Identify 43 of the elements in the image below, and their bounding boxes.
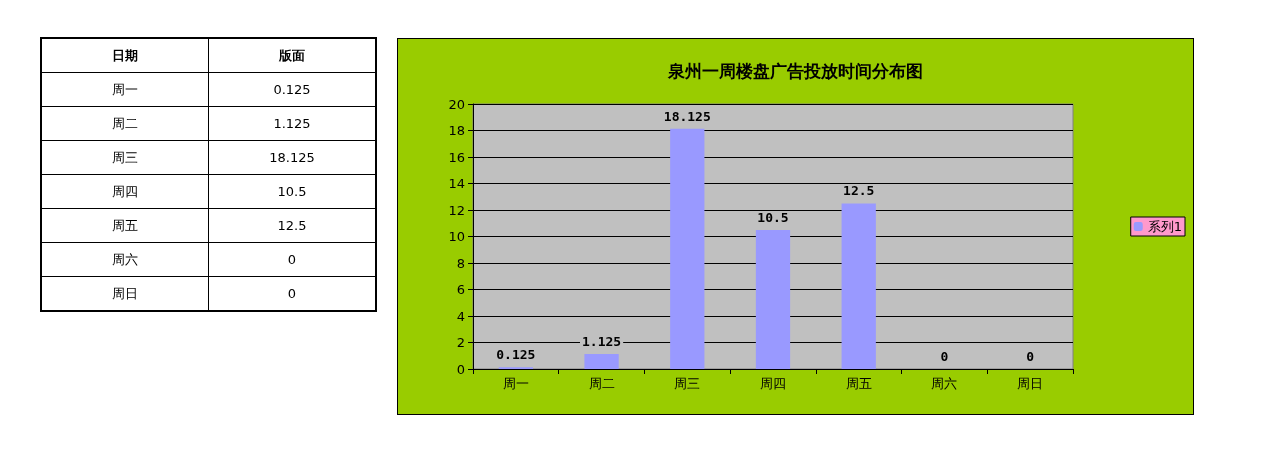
category-label: 周一: [112, 81, 138, 97]
y-tick-label: 20: [448, 96, 465, 112]
category-label: 周四: [112, 183, 138, 199]
category-label: 周六: [112, 251, 138, 267]
category-label: 周五: [112, 217, 138, 233]
text: 日期: [41, 38, 209, 73]
data-label: 0: [940, 349, 949, 364]
y-tick-label: 2: [456, 335, 465, 350]
data-label: 1.125: [582, 334, 622, 350]
legend-label: 系列1: [1147, 219, 1183, 234]
text: 0: [287, 252, 297, 267]
text: 18.125: [269, 150, 315, 165]
x-tick-label: 周五: [845, 376, 872, 391]
x-tick-label: 周六: [931, 376, 958, 391]
category-label: 周二: [112, 115, 138, 131]
x-tick-label: 周四: [760, 376, 786, 391]
x-tick-label: 周二: [588, 376, 615, 391]
text: 1.125: [273, 116, 311, 131]
data-label: 12.5: [843, 183, 875, 199]
text: 0.125: [273, 82, 311, 97]
text: 0: [287, 286, 297, 301]
x-tick-label: 周日: [1017, 376, 1044, 391]
category-label: 周三: [112, 149, 138, 165]
chart-title: 泉州一周楼盘广告投放时间分布图: [667, 60, 923, 81]
x-tick-label: 周三: [674, 376, 701, 391]
y-tick-label: 4: [456, 308, 465, 324]
y-tick-label: 8: [456, 255, 465, 271]
text: 10.5: [277, 184, 307, 199]
data-label: 18.125: [663, 108, 711, 124]
y-tick-label: 14: [448, 176, 465, 191]
y-tick-label: 6: [456, 282, 465, 297]
text: 版面: [208, 38, 376, 73]
data-label: 0: [1026, 349, 1035, 364]
data-label: 0.125: [496, 347, 536, 363]
x-tick-label: 周一: [502, 376, 529, 391]
y-tick-label: 16: [448, 149, 465, 165]
y-tick-label: 18: [448, 123, 465, 138]
category-label: 周日: [112, 285, 138, 301]
y-tick-label: 0: [456, 361, 465, 377]
y-tick-label: 10: [448, 229, 465, 244]
text: 12.5: [277, 218, 307, 233]
data-label: 10.5: [757, 209, 789, 225]
y-tick-label: 12: [448, 202, 465, 218]
